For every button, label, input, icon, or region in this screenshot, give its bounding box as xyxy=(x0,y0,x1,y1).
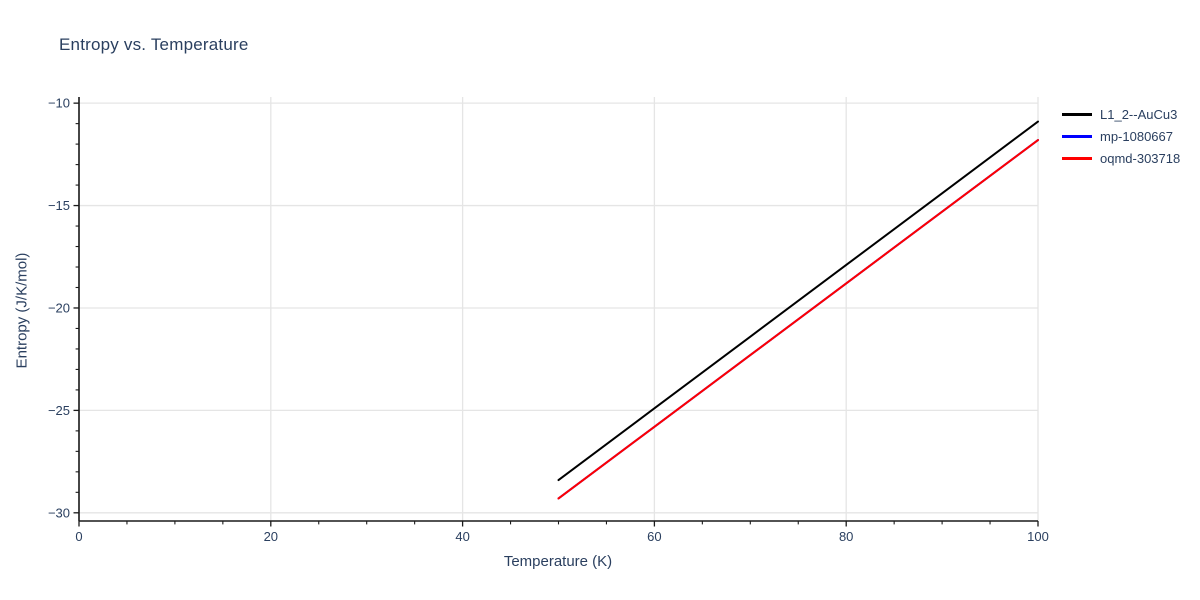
x-tick-label: 60 xyxy=(647,529,661,544)
y-axis-label: Entropy (J/K/mol) xyxy=(13,252,31,369)
legend-item-oqmd-303718[interactable]: oqmd-303718 xyxy=(1062,147,1180,169)
legend-label: mp-1080667 xyxy=(1100,128,1173,144)
x-tick-label: 100 xyxy=(1027,529,1049,544)
y-tick-label: −15 xyxy=(48,198,70,213)
y-tick-label: −30 xyxy=(48,505,70,520)
series-line-l1-2-aucu3 xyxy=(557,120,1039,482)
legend-item-mp-1080667[interactable]: mp-1080667 xyxy=(1062,125,1180,147)
legend-line-swatch xyxy=(1062,156,1092,160)
legend-item-l1-2-aucu3[interactable]: L1_2--AuCu3 xyxy=(1062,103,1180,125)
series-line-oqmd-303718 xyxy=(557,139,1039,500)
y-tick-label: −10 xyxy=(48,96,70,111)
legend-line-swatch xyxy=(1062,134,1092,138)
x-tick-label: 0 xyxy=(75,529,82,544)
x-tick-label: 40 xyxy=(455,529,469,544)
chart-title: Entropy vs. Temperature xyxy=(59,35,249,54)
x-tick-label: 80 xyxy=(839,529,853,544)
x-axis-label: Temperature (K) xyxy=(503,553,613,570)
legend-label: oqmd-303718 xyxy=(1100,150,1181,166)
legend-label: L1_2--AuCu3 xyxy=(1100,106,1178,122)
y-tick-label: −20 xyxy=(48,300,70,315)
y-tick-label: −25 xyxy=(48,403,70,418)
legend: L1_2--AuCu3 mp-1080667 oqmd-303718 xyxy=(1062,103,1180,169)
legend-line-swatch xyxy=(1062,112,1092,116)
x-tick-label: 20 xyxy=(264,529,278,544)
